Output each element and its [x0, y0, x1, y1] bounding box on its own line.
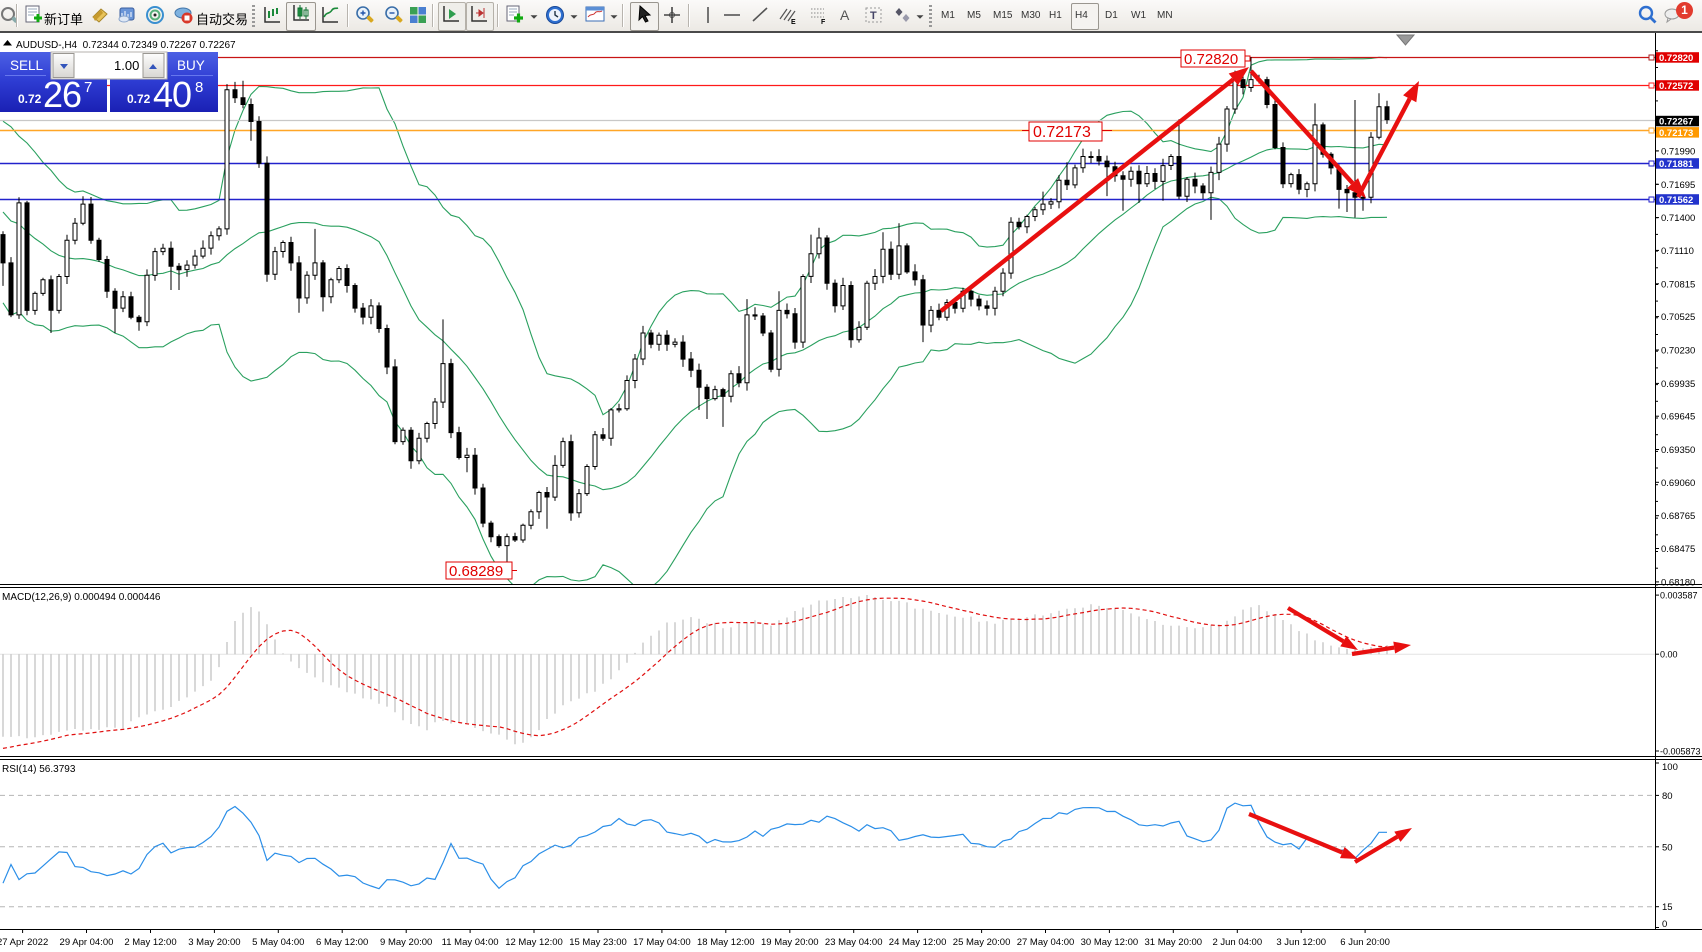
svg-text:31 May 20:00: 31 May 20:00: [1145, 937, 1203, 948]
svg-text:9 May 20:00: 9 May 20:00: [380, 937, 432, 948]
svg-text:11 May 04:00: 11 May 04:00: [442, 937, 499, 948]
svg-text:T: T: [870, 10, 877, 22]
svg-text:40: 40: [153, 74, 191, 115]
svg-text:0.68289: 0.68289: [449, 563, 503, 580]
svg-text:E: E: [791, 19, 796, 25]
svg-text:15 May 23:00: 15 May 23:00: [569, 937, 627, 948]
svg-text:12 May 12:00: 12 May 12:00: [505, 937, 563, 948]
svg-text:0.68765: 0.68765: [1661, 511, 1695, 522]
svg-text:25 May 20:00: 25 May 20:00: [953, 937, 1011, 948]
svg-text:0.71400: 0.71400: [1661, 213, 1695, 224]
svg-text:15: 15: [1662, 902, 1673, 913]
svg-text:0.72572: 0.72572: [1659, 81, 1693, 92]
svg-text:0.72820: 0.72820: [1184, 51, 1238, 68]
svg-text:0.72: 0.72: [127, 92, 151, 106]
svg-text:3 May 20:00: 3 May 20:00: [188, 937, 240, 948]
svg-text:50: 50: [1662, 842, 1673, 853]
svg-text:24 May 12:00: 24 May 12:00: [889, 937, 947, 948]
svg-text:0.68475: 0.68475: [1661, 544, 1695, 555]
svg-text:3 Jun 12:00: 3 Jun 12:00: [1276, 937, 1326, 948]
svg-text:0.69060: 0.69060: [1661, 478, 1695, 489]
svg-text:27 Apr 2022: 27 Apr 2022: [0, 937, 48, 948]
svg-text:2 May 12:00: 2 May 12:00: [124, 937, 176, 948]
svg-text:0.72173: 0.72173: [1659, 128, 1693, 139]
svg-text:0.71110: 0.71110: [1661, 246, 1694, 257]
svg-text:80: 80: [1662, 791, 1673, 802]
svg-text:0.72173: 0.72173: [1033, 124, 1091, 141]
svg-text:0.70525: 0.70525: [1661, 312, 1695, 323]
svg-text:0.71562: 0.71562: [1659, 195, 1693, 206]
svg-text:2 Jun 04:00: 2 Jun 04:00: [1212, 937, 1262, 948]
svg-text:0.69350: 0.69350: [1661, 445, 1695, 456]
svg-text:6 May 12:00: 6 May 12:00: [316, 937, 368, 948]
svg-text:0.70815: 0.70815: [1661, 279, 1695, 290]
svg-text:18 May 12:00: 18 May 12:00: [697, 937, 755, 948]
svg-text:27 May 04:00: 27 May 04:00: [1017, 937, 1075, 948]
svg-text:0.69935: 0.69935: [1661, 379, 1695, 390]
svg-text:MACD(12,26,9) 0.000494 0.00044: MACD(12,26,9) 0.000494 0.000446: [2, 592, 161, 603]
svg-text:23 May 04:00: 23 May 04:00: [825, 937, 883, 948]
svg-text:29 Apr 04:00: 29 Apr 04:00: [60, 937, 114, 948]
svg-text:-0.005873: -0.005873: [1660, 747, 1701, 757]
svg-text:6 Jun 20:00: 6 Jun 20:00: [1340, 937, 1390, 948]
svg-text:0.68180: 0.68180: [1661, 577, 1695, 588]
svg-text:0.003587: 0.003587: [1660, 591, 1698, 601]
svg-text:30 May 12:00: 30 May 12:00: [1081, 937, 1139, 948]
svg-text:0.70230: 0.70230: [1661, 346, 1695, 357]
svg-text:0: 0: [1662, 919, 1667, 930]
svg-text:19 May 20:00: 19 May 20:00: [761, 937, 819, 948]
svg-text:0.71881: 0.71881: [1659, 159, 1694, 170]
svg-text:F: F: [821, 19, 826, 25]
svg-text:AUDUSD-,H4 0.72344 0.72349 0.: AUDUSD-,H4 0.72344 0.72349 0.72267 0.722…: [16, 40, 236, 51]
svg-text:0.71990: 0.71990: [1661, 146, 1695, 157]
svg-text:17 May 04:00: 17 May 04:00: [633, 937, 691, 948]
svg-text:100: 100: [1662, 762, 1678, 773]
svg-text:0.00: 0.00: [1660, 650, 1678, 660]
svg-text:0.72267: 0.72267: [1659, 117, 1693, 128]
svg-text:BUY: BUY: [177, 58, 205, 73]
svg-text:26: 26: [43, 74, 81, 115]
svg-text:1.00: 1.00: [114, 58, 139, 73]
svg-text:0.72: 0.72: [18, 92, 42, 106]
svg-text:8: 8: [195, 79, 203, 96]
svg-text:5 May 04:00: 5 May 04:00: [252, 937, 304, 948]
svg-text:7: 7: [84, 79, 92, 96]
svg-text:0.71695: 0.71695: [1661, 180, 1695, 191]
svg-text:RSI(14) 56.3793: RSI(14) 56.3793: [2, 764, 76, 775]
svg-text:SELL: SELL: [10, 58, 44, 73]
svg-text:0.69645: 0.69645: [1661, 412, 1695, 423]
svg-text:0.72820: 0.72820: [1659, 53, 1693, 64]
